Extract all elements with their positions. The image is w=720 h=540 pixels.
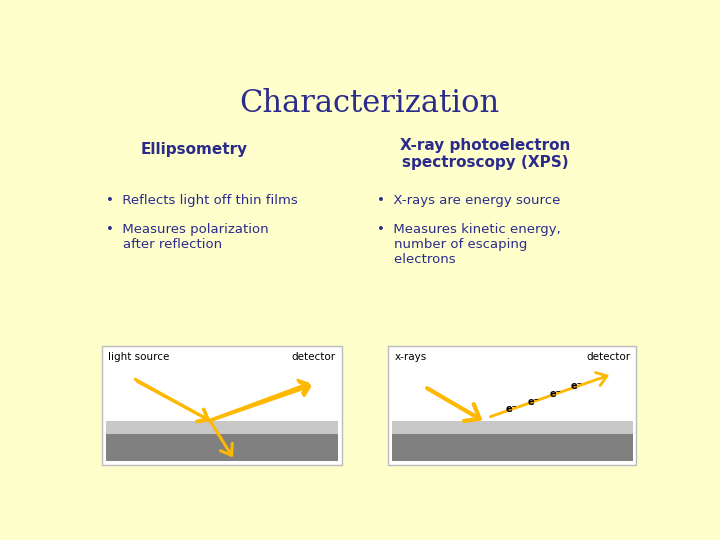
Bar bbox=[106, 434, 338, 461]
Text: x-rays: x-rays bbox=[395, 352, 427, 362]
Text: e⁻: e⁻ bbox=[506, 404, 518, 414]
Text: X-ray photoelectron
spectroscopy (XPS): X-ray photoelectron spectroscopy (XPS) bbox=[400, 138, 570, 170]
Bar bbox=[388, 346, 636, 465]
Text: e⁻: e⁻ bbox=[549, 389, 561, 399]
Text: e⁻: e⁻ bbox=[528, 396, 539, 407]
Bar bbox=[392, 421, 632, 434]
Text: Characterization: Characterization bbox=[239, 88, 499, 119]
Text: detector: detector bbox=[292, 352, 336, 362]
Text: •  Measures kinetic energy,
    number of escaping
    electrons: • Measures kinetic energy, number of esc… bbox=[377, 222, 560, 266]
Bar bbox=[392, 434, 632, 461]
Text: •  Reflects light off thin films: • Reflects light off thin films bbox=[106, 194, 297, 207]
Text: Ellipsometry: Ellipsometry bbox=[141, 142, 248, 157]
Bar bbox=[106, 421, 338, 434]
Text: •  Measures polarization
    after reflection: • Measures polarization after reflection bbox=[106, 222, 268, 251]
Text: detector: detector bbox=[586, 352, 630, 362]
Text: light source: light source bbox=[108, 352, 169, 362]
Text: •  X-rays are energy source: • X-rays are energy source bbox=[377, 194, 560, 207]
Bar bbox=[102, 346, 342, 465]
Text: e⁻: e⁻ bbox=[571, 381, 582, 391]
